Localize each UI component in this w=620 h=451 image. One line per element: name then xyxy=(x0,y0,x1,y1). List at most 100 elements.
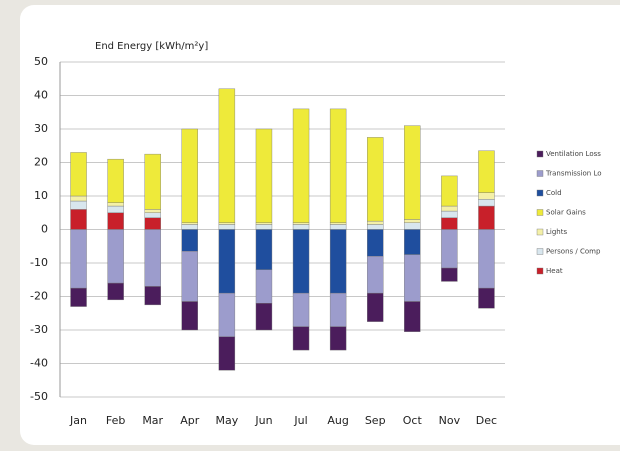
bar-segment xyxy=(478,229,495,289)
bar-segment xyxy=(367,137,384,222)
bar-segment xyxy=(292,229,310,294)
bar-segment xyxy=(404,254,421,302)
bar-segment xyxy=(144,286,161,306)
bar-segment xyxy=(107,212,124,230)
bar-segment xyxy=(441,175,458,207)
bar-segment xyxy=(70,200,87,210)
bar-segment xyxy=(404,219,421,223)
x-tick-label: Jun xyxy=(254,414,272,427)
legend-swatch xyxy=(536,248,544,255)
legend-label: Transmission Lo xyxy=(545,170,602,178)
bar-segment xyxy=(218,292,236,337)
bar-segment xyxy=(292,222,310,225)
panel xyxy=(20,5,620,445)
bar-segment xyxy=(218,222,236,225)
chart-title: End Energy [kWh/m²y] xyxy=(95,41,208,52)
bar-segment xyxy=(441,217,458,230)
bar-segment xyxy=(478,192,495,200)
x-tick-label: Sep xyxy=(365,414,386,427)
bar-segment xyxy=(181,222,198,225)
bar-segment xyxy=(218,224,236,230)
bar-segment xyxy=(255,222,273,225)
bar-segment xyxy=(255,269,273,304)
y-tick-label: 50 xyxy=(34,55,48,68)
bar-segment xyxy=(441,205,458,212)
bar-segment xyxy=(329,108,347,224)
bar-segment xyxy=(292,224,310,230)
bar-segment xyxy=(404,301,421,332)
bar-segment xyxy=(478,287,495,309)
y-tick-label: -50 xyxy=(30,390,48,403)
bar-segment xyxy=(292,108,310,224)
y-tick-label: -40 xyxy=(30,357,48,370)
y-tick-label: 10 xyxy=(34,189,48,202)
bar-segment xyxy=(441,267,458,282)
bar-segment xyxy=(441,229,458,269)
x-tick-label: Feb xyxy=(106,414,125,427)
bar-segment xyxy=(329,222,347,225)
legend-label: Ventilation Loss xyxy=(546,150,601,158)
bar-segment xyxy=(329,224,347,230)
bar-segment xyxy=(218,88,236,224)
y-tick-label: 40 xyxy=(34,89,48,102)
legend-swatch xyxy=(536,170,544,177)
bar-segment xyxy=(367,220,384,225)
y-tick-label: 20 xyxy=(34,156,48,169)
bar-segment xyxy=(107,158,124,203)
x-tick-label: May xyxy=(216,414,239,427)
x-tick-label: Jul xyxy=(293,414,307,427)
x-tick-label: Apr xyxy=(180,414,200,427)
x-tick-label: Jan xyxy=(69,414,87,427)
bar-segment xyxy=(70,287,87,307)
bar-segment xyxy=(107,202,124,207)
legend-swatch xyxy=(536,209,544,216)
bar-segment xyxy=(367,229,384,257)
bar-segment xyxy=(70,209,87,230)
bar-segment xyxy=(70,152,87,197)
bar-segment xyxy=(181,128,198,224)
bar-segment xyxy=(478,205,495,230)
bar-segment xyxy=(292,292,310,327)
bar-segment xyxy=(181,229,198,252)
legend-label: Persons / Comp xyxy=(546,248,601,256)
x-tick-label: Oct xyxy=(403,414,423,427)
bar-segment xyxy=(144,217,161,230)
y-tick-label: 0 xyxy=(41,223,48,236)
bar-segment xyxy=(218,336,236,371)
y-tick-label: 30 xyxy=(34,122,48,135)
bar-segment xyxy=(329,229,347,294)
legend-swatch xyxy=(536,150,544,158)
bar-segment xyxy=(329,326,347,351)
bar-segment xyxy=(181,251,198,302)
bar-segment xyxy=(70,229,87,289)
bar-segment xyxy=(478,150,495,193)
bar-segment xyxy=(218,229,236,294)
bar-segment xyxy=(255,224,273,230)
bar-segment xyxy=(255,128,273,224)
bar-segment xyxy=(255,229,273,270)
bar-segment xyxy=(404,125,421,220)
bar-segment xyxy=(107,282,124,301)
bar-segment xyxy=(255,303,273,331)
bar-segment xyxy=(144,229,161,287)
bar-segment xyxy=(107,229,124,284)
legend-label: Cold xyxy=(546,189,562,197)
x-tick-label: Aug xyxy=(327,414,348,427)
x-tick-label: Mar xyxy=(142,414,163,427)
bar-segment xyxy=(367,256,384,294)
bar-segment xyxy=(404,222,421,230)
bar-segment xyxy=(181,224,198,230)
legend-swatch xyxy=(536,228,544,236)
bar-segment xyxy=(292,326,310,351)
bar-segment xyxy=(144,153,161,210)
bar-segment xyxy=(478,199,495,207)
y-tick-label: -20 xyxy=(30,290,48,303)
y-tick-label: -10 xyxy=(30,256,48,269)
bar-segment xyxy=(441,210,458,218)
legend-label: Lights xyxy=(546,228,567,236)
bar-segment xyxy=(404,229,421,255)
bar-segment xyxy=(70,195,87,202)
bar-segment xyxy=(107,205,124,213)
